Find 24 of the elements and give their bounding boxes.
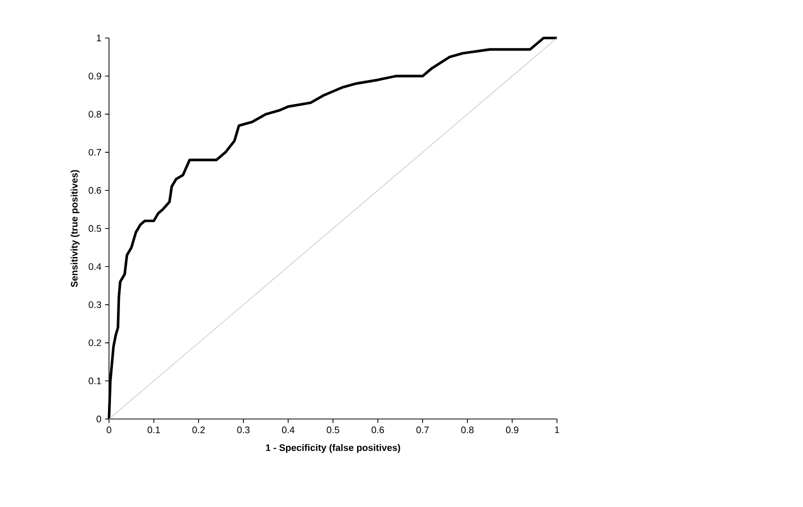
- y-tick-label: 0.4: [88, 263, 102, 270]
- y-tick-label: 0.1: [88, 378, 102, 384]
- x-tick-label: 0.4: [282, 426, 295, 434]
- x-tick-label: 0.1: [148, 426, 160, 434]
- y-tick-label: 0.9: [88, 72, 102, 80]
- y-tick-label: 1: [96, 34, 102, 42]
- y-tick-label: 0.8: [88, 110, 102, 118]
- y-tick-label: 0.6: [88, 187, 102, 194]
- x-tick-label: 0.7: [416, 426, 429, 434]
- y-tick-label: 0.7: [88, 148, 102, 156]
- x-tick-label: 0: [106, 426, 112, 434]
- y-axis-title: Sensitivity (true positives): [70, 170, 80, 288]
- x-tick-label: 1: [555, 426, 560, 434]
- x-tick-label: 0.9: [506, 426, 518, 434]
- x-tick-label: 0.5: [326, 426, 340, 434]
- y-tick-label: 0: [96, 416, 102, 422]
- y-tick-label: 0.5: [88, 225, 102, 232]
- x-axis-title: 1 - Specificity (false positives): [266, 444, 400, 453]
- y-tick-label: 0.3: [88, 301, 102, 308]
- y-tick-label: 0.2: [88, 339, 102, 346]
- x-tick-label: 0.3: [237, 426, 250, 434]
- x-tick-label: 0.6: [372, 426, 384, 434]
- x-tick-label: 0.2: [192, 426, 205, 434]
- x-tick-label: 0.8: [461, 426, 474, 434]
